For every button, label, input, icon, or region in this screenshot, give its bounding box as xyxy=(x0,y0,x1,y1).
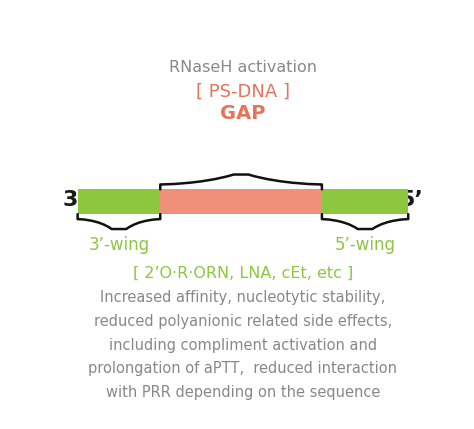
Text: Increased affinity, nucleotytic stability,: Increased affinity, nucleotytic stabilit… xyxy=(100,290,385,305)
Text: 3’-wing: 3’-wing xyxy=(88,236,149,254)
Text: GAP: GAP xyxy=(220,104,265,123)
Text: including compliment activation and: including compliment activation and xyxy=(109,338,377,353)
Text: prolongation of aPTT,  reduced interaction: prolongation of aPTT, reduced interactio… xyxy=(89,362,397,377)
Bar xyxy=(160,189,322,214)
Text: RNaseH activation: RNaseH activation xyxy=(169,60,317,75)
Text: 5’: 5’ xyxy=(399,190,423,210)
Text: [ PS-DNA ]: [ PS-DNA ] xyxy=(196,83,290,101)
Bar xyxy=(322,189,408,214)
Text: 3’: 3’ xyxy=(63,190,87,210)
Text: reduced polyanionic related side effects,: reduced polyanionic related side effects… xyxy=(94,314,392,329)
Text: with PRR depending on the sequence: with PRR depending on the sequence xyxy=(106,385,380,400)
Text: [ 2’O·R·ORN, LNA, cEt, etc ]: [ 2’O·R·ORN, LNA, cEt, etc ] xyxy=(133,266,353,281)
Text: 5’-wing: 5’-wing xyxy=(335,236,396,254)
Bar xyxy=(78,189,160,214)
